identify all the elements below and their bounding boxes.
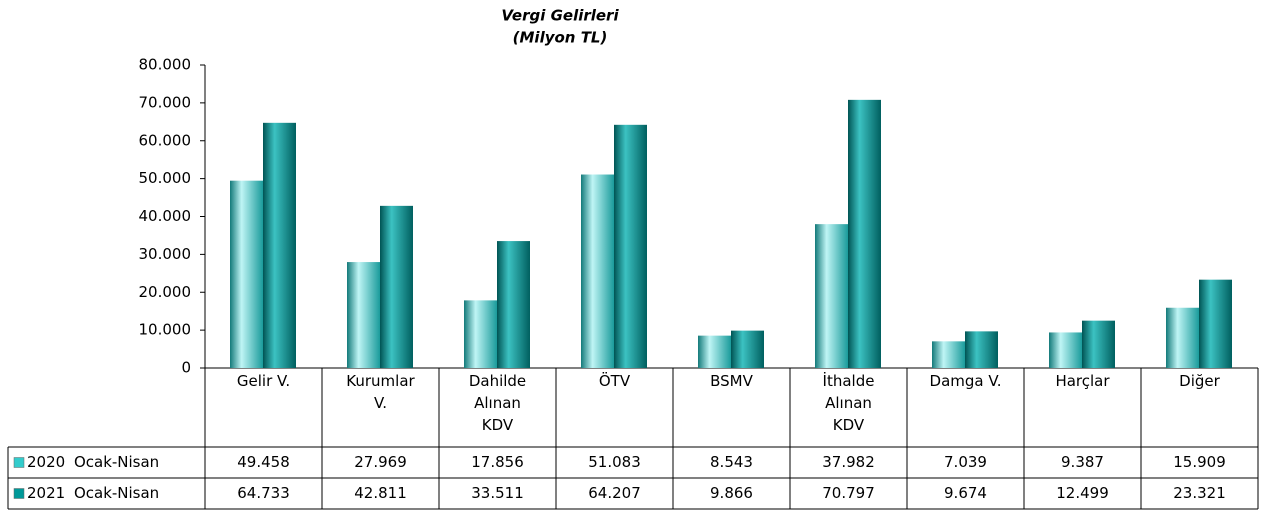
x-tick-label: Kurumlar V. — [346, 372, 415, 412]
x-tick-label: Diğer — [1179, 372, 1220, 390]
y-tick-label: 0 — [181, 359, 191, 377]
data-label: 27.969 — [354, 453, 407, 471]
bar — [497, 241, 530, 368]
x-tick-label-box: BSMV — [710, 372, 753, 390]
bar — [614, 124, 647, 369]
x-tick-label: İthalde Alınan KDV — [822, 372, 875, 434]
x-tick-label-box: İthalde Alınan KDV — [822, 372, 875, 434]
x-tick-label-box: Kurumlar V. — [346, 372, 415, 412]
data-label: 49.458 — [237, 453, 290, 471]
x-tick-label: Harçlar — [1055, 372, 1110, 390]
bar — [1199, 279, 1232, 368]
data-label: 33.511 — [471, 484, 524, 502]
legend-label: 2021 Ocak-Nisan — [27, 484, 159, 502]
chart-subtitle: (Milyon TL) — [513, 29, 608, 47]
y-tick-label: 20.000 — [139, 283, 192, 301]
data-label: 8.543 — [710, 453, 753, 471]
bar — [815, 224, 848, 368]
x-tick-label-box: Harçlar — [1055, 372, 1110, 390]
data-label: 9.866 — [710, 484, 753, 502]
data-label: 9.674 — [944, 484, 987, 502]
x-tick-label-box: Dahilde Alınan KDV — [468, 372, 527, 434]
bar — [848, 99, 881, 369]
legend-swatch — [13, 457, 25, 468]
y-tick-label: 80.000 — [139, 56, 192, 74]
bar — [932, 341, 965, 368]
x-tick-label: Gelir V. — [236, 372, 291, 390]
x-tick-label: BSMV — [710, 372, 753, 390]
bar — [1166, 307, 1199, 368]
data-label: 70.797 — [822, 484, 875, 502]
bar — [731, 330, 764, 368]
y-tick-label: 40.000 — [139, 207, 192, 225]
bar — [698, 335, 731, 368]
bar — [1049, 332, 1082, 368]
data-label: 17.856 — [471, 453, 524, 471]
x-tick-label-box: Diğer — [1179, 372, 1220, 390]
data-label: 23.321 — [1173, 484, 1226, 502]
x-tick-label-box: Damga V. — [929, 372, 1002, 390]
data-label: 64.733 — [237, 484, 290, 502]
bar — [1082, 320, 1115, 368]
data-label: 7.039 — [944, 453, 987, 471]
y-tick-label: 60.000 — [139, 131, 192, 149]
x-tick-label: Damga V. — [929, 372, 1002, 390]
data-label: 51.083 — [588, 453, 641, 471]
data-label: 12.499 — [1056, 484, 1109, 502]
data-label: 37.982 — [822, 453, 875, 471]
data-label: 15.909 — [1173, 453, 1226, 471]
bar — [965, 331, 998, 368]
x-tick-label: ÖTV — [598, 372, 631, 390]
y-tick-label: 10.000 — [139, 321, 192, 339]
x-tick-label: Dahilde Alınan KDV — [468, 372, 527, 434]
y-tick-label: 70.000 — [139, 93, 192, 111]
chart-title: Vergi Gelirleri — [501, 7, 619, 25]
data-label: 9.387 — [1061, 453, 1104, 471]
bar — [230, 180, 263, 368]
data-label: 42.811 — [354, 484, 407, 502]
y-tick-label: 30.000 — [139, 245, 192, 263]
bar — [380, 205, 413, 368]
y-tick-label: 50.000 — [139, 169, 192, 187]
bar — [581, 174, 614, 368]
x-tick-label-box: Gelir V. — [236, 372, 291, 390]
legend-label: 2020 Ocak-Nisan — [27, 453, 159, 471]
legend-swatch — [13, 488, 25, 499]
bar — [347, 262, 380, 368]
bar — [464, 300, 497, 368]
data-label: 64.207 — [588, 484, 641, 502]
x-tick-label-box: ÖTV — [598, 372, 631, 390]
bar — [263, 122, 296, 368]
